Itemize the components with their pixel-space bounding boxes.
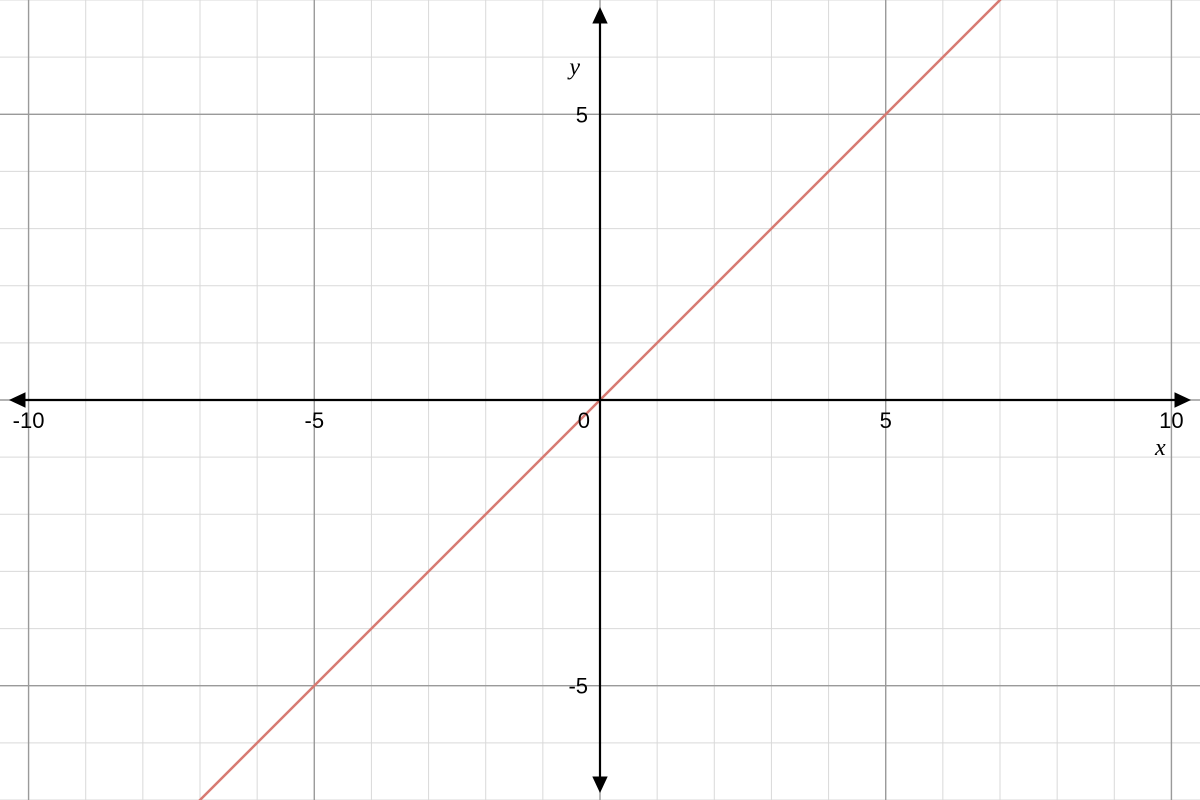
x-tick-label: 10 bbox=[1159, 408, 1183, 433]
y-tick-label: 5 bbox=[576, 102, 588, 127]
x-tick-label: -5 bbox=[305, 408, 325, 433]
x-tick-label: 0 bbox=[578, 408, 590, 433]
x-tick-label: 5 bbox=[880, 408, 892, 433]
y-tick-label: -5 bbox=[568, 674, 588, 699]
x-tick-label: -10 bbox=[13, 408, 45, 433]
x-axis-label: x bbox=[1154, 435, 1166, 461]
y-axis-label: y bbox=[567, 54, 580, 80]
coordinate-plane-chart: -10 -5 0 5 10 -5 5 y x bbox=[0, 0, 1200, 800]
